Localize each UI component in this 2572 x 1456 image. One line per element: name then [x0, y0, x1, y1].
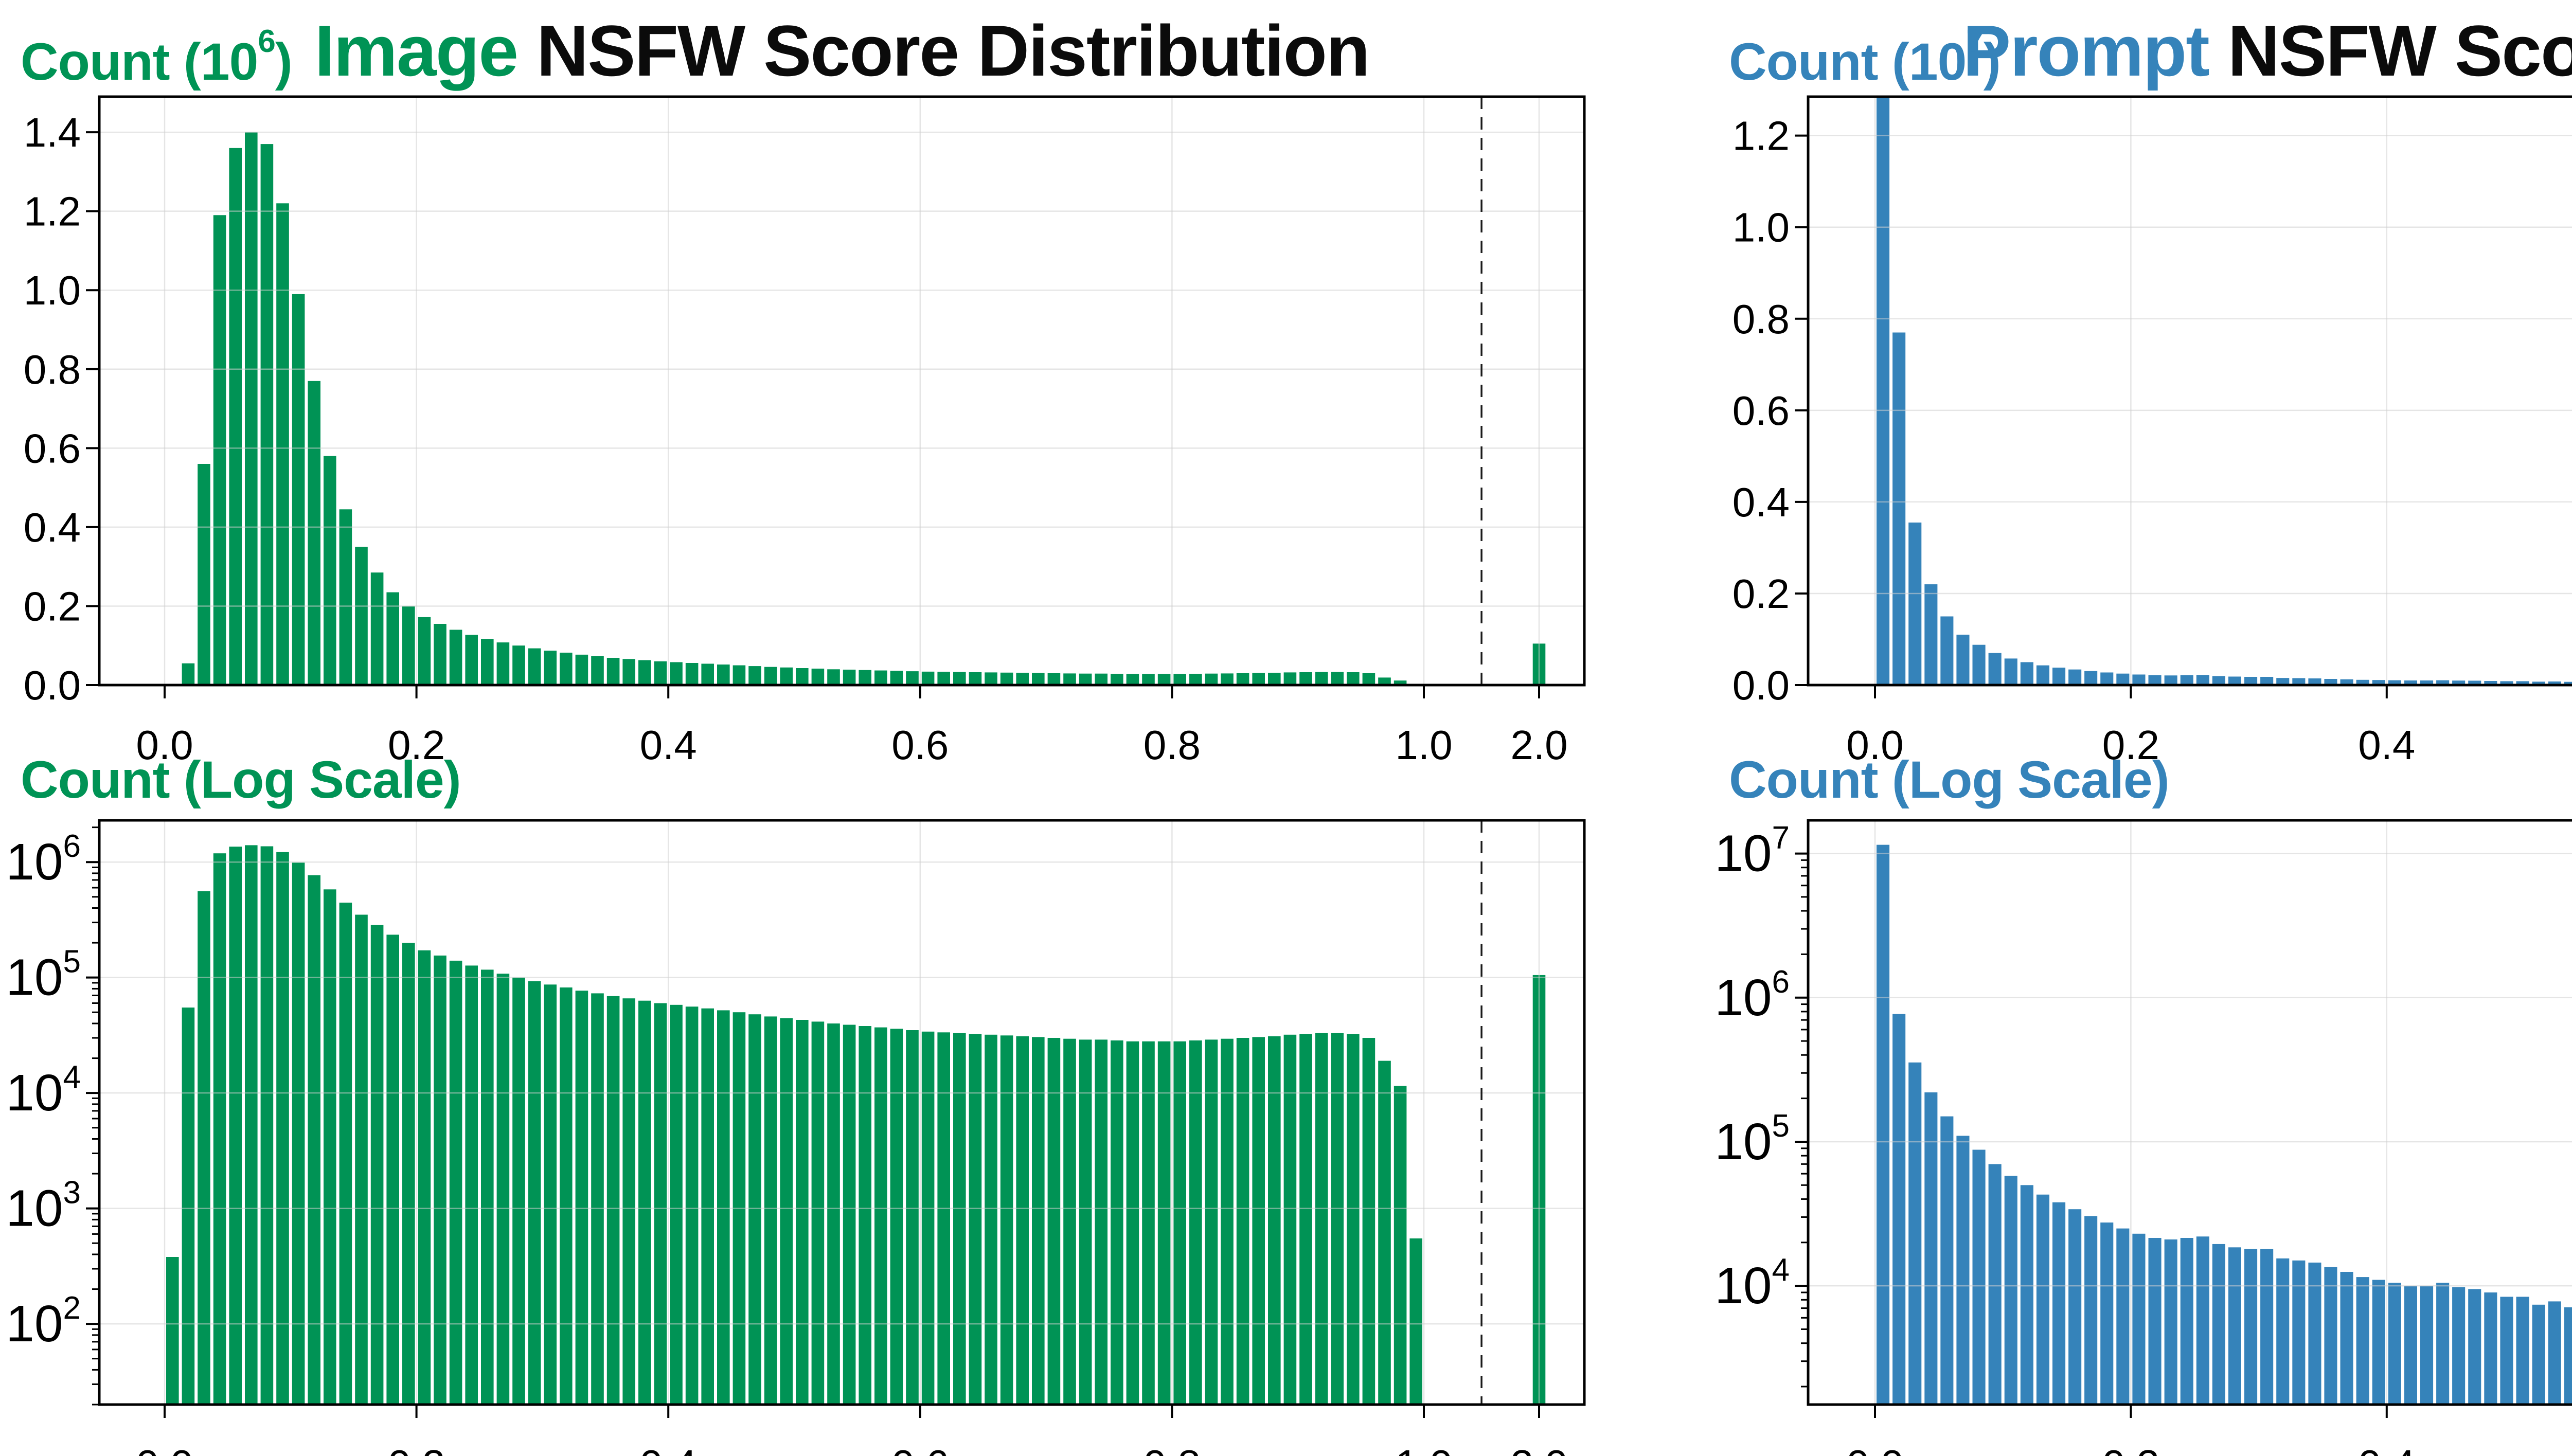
svg-text:104: 104	[1714, 1252, 1790, 1315]
svg-text:102: 102	[6, 1290, 81, 1353]
svg-text:0.2: 0.2	[388, 1442, 445, 1456]
image-linear-tick-labels: 0.0 0.2 0.4 0.6 0.8 1.0 2.0 0.0 0.2 0.4 0.6 0.8 1.0 1…	[24, 110, 1568, 768]
image-chart-title: Image NSFW Score Distribution	[99, 9, 1584, 93]
image-linear-tick-marks	[86, 131, 1540, 698]
image-title-rest: NSFW Score Distribution	[517, 10, 1370, 91]
image-log-tick-labels: 0.0 0.2 0.4 0.6 0.8 1.0 2.0 102 103 104 105 106	[6, 829, 1567, 1456]
svg-text:0.2: 0.2	[388, 722, 445, 768]
svg-text:106: 106	[1714, 964, 1790, 1027]
svg-text:0.8: 0.8	[24, 347, 81, 392]
svg-text:0.0: 0.0	[1732, 662, 1790, 708]
svg-text:105: 105	[6, 944, 81, 1006]
svg-text:0.0: 0.0	[136, 1442, 193, 1456]
svg-text:0.8: 0.8	[1144, 1442, 1201, 1456]
ylabel-text: Count (10	[21, 32, 258, 91]
svg-text:1.2: 1.2	[1732, 113, 1790, 159]
svg-text:1.0: 1.0	[1395, 722, 1452, 768]
image-linear-bars	[166, 132, 1546, 686]
image-log-gridlines	[99, 820, 1584, 1405]
prompt-title-highlight: Prompt	[1962, 10, 2210, 91]
ylabel-text: )	[1983, 32, 2001, 91]
ylabel-superscript: 7	[1966, 24, 1984, 60]
svg-text:0.6: 0.6	[891, 722, 949, 768]
prompt-linear-tick-labels: 0.00.20.40.60.81.00.00.20.40.60.81.01.2	[1732, 113, 2416, 768]
svg-text:106: 106	[6, 829, 81, 891]
svg-text:0.0: 0.0	[136, 722, 193, 768]
image-linear-ylabel: Count (106)	[21, 24, 293, 92]
svg-text:0.4: 0.4	[640, 722, 697, 768]
svg-text:2.0: 2.0	[1510, 722, 1567, 768]
prompt-log-tick-labels: 0.00.20.40.60.81.0104105106107	[1714, 820, 2415, 1456]
svg-text:0.8: 0.8	[1144, 722, 1201, 768]
image-title-highlight: Image	[314, 10, 519, 91]
svg-text:1.0: 1.0	[1395, 1442, 1452, 1456]
prompt-log-axes-box	[1807, 819, 2572, 1406]
prompt-linear-bars	[1877, 97, 2572, 685]
svg-text:105: 105	[1714, 1108, 1790, 1171]
prompt-linear-gridlines	[1808, 97, 2572, 686]
svg-text:0.4: 0.4	[2358, 722, 2415, 768]
prompt-log-tick-marks	[1795, 852, 2388, 1418]
prompt-title-rest: NSFW Score Distribution	[2227, 10, 2572, 91]
image-linear-gridlines	[99, 97, 1584, 686]
panel-prompt-linear: 0.00.20.40.60.81.00.00.20.40.60.81.01.2	[1732, 95, 2572, 768]
svg-text:0.6: 0.6	[891, 1442, 949, 1456]
ylabel-text: )	[275, 32, 293, 91]
svg-text:0.4: 0.4	[640, 1442, 697, 1456]
svg-text:0.4: 0.4	[24, 505, 81, 550]
svg-text:103: 103	[6, 1175, 81, 1237]
svg-text:1.4: 1.4	[24, 110, 81, 155]
prompt-log-bars	[1877, 844, 2572, 1405]
svg-text:1.0: 1.0	[1732, 205, 1790, 250]
panel-image-linear: 0.0 0.2 0.4 0.6 0.8 1.0 2.0 0.0 0.2 0.4 0.6 0.8 1.0 1…	[24, 95, 1586, 768]
svg-text:0.4: 0.4	[1732, 479, 1790, 525]
svg-text:0.0: 0.0	[1846, 722, 1903, 768]
svg-text:0.2: 0.2	[2102, 1442, 2159, 1456]
panel-image-log: 0.0 0.2 0.4 0.6 0.8 1.0 2.0 102 103 104 105 106	[6, 819, 1586, 1456]
svg-text:0.2: 0.2	[2102, 722, 2159, 768]
svg-text:0.6: 0.6	[1732, 388, 1790, 434]
ylabel-text: Count (Log Scale)	[21, 750, 461, 809]
svg-text:0.2: 0.2	[24, 583, 81, 629]
svg-text:1.2: 1.2	[24, 189, 81, 235]
ylabel-text: Count (Log Scale)	[1729, 750, 2170, 809]
svg-text:0.0: 0.0	[24, 662, 81, 708]
image-log-bars	[166, 845, 1546, 1405]
prompt-linear-axes-box	[1807, 95, 2572, 687]
prompt-chart-title: Prompt NSFW Score Distribution	[1808, 9, 2572, 93]
svg-text:104: 104	[6, 1059, 81, 1122]
svg-text:2.0: 2.0	[1510, 1442, 1567, 1456]
image-log-axes-box	[98, 819, 1586, 1406]
svg-text:0.8: 0.8	[1732, 296, 1790, 342]
svg-text:0.0: 0.0	[1846, 1442, 1903, 1456]
panel-prompt-log: 0.00.20.40.60.81.0104105106107	[1714, 819, 2572, 1456]
svg-text:0.4: 0.4	[2358, 1442, 2415, 1456]
image-log-ylabel: Count (Log Scale)	[21, 750, 461, 810]
image-linear-axes-box	[98, 95, 1586, 687]
prompt-linear-tick-marks	[1795, 134, 2388, 698]
svg-text:0.6: 0.6	[24, 425, 81, 471]
ylabel-text: Count (10	[1729, 32, 1967, 91]
ylabel-superscript: 6	[258, 24, 275, 60]
svg-text:1.0: 1.0	[24, 267, 81, 313]
svg-text:0.2: 0.2	[1732, 571, 1790, 617]
prompt-log-gridlines	[1808, 820, 2572, 1405]
prompt-log-ylabel: Count (Log Scale)	[1729, 750, 2170, 810]
svg-text:107: 107	[1714, 820, 1790, 883]
image-log-tick-marks	[86, 826, 1540, 1418]
prompt-linear-ylabel: Count (107)	[1729, 24, 2001, 92]
